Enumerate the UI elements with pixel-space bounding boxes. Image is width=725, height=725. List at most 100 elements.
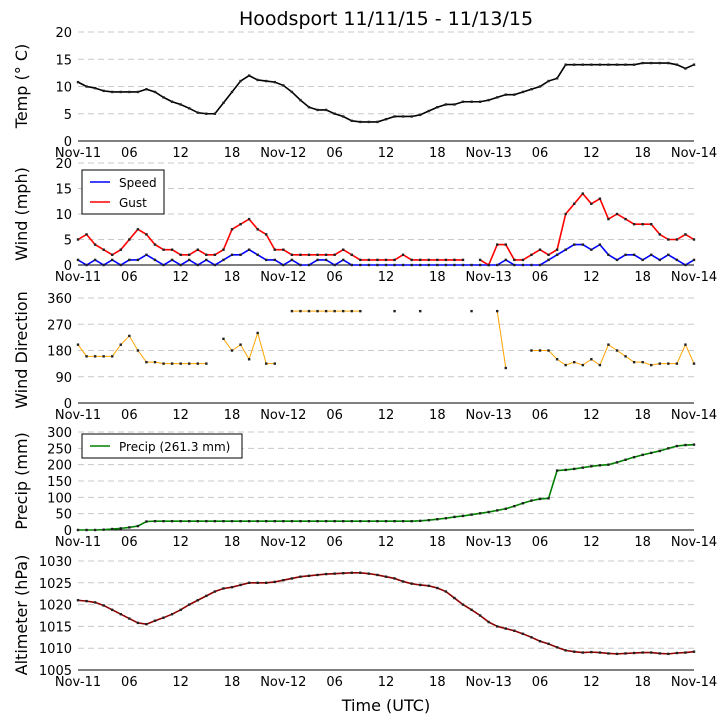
data-point <box>111 90 114 94</box>
data-point <box>273 519 276 523</box>
data-point <box>359 519 362 523</box>
data-point <box>273 80 276 84</box>
data-point <box>547 79 550 83</box>
data-point <box>658 61 661 65</box>
data-point <box>179 362 182 365</box>
data-point <box>316 108 319 112</box>
data-point <box>410 115 413 118</box>
data-point <box>102 263 105 267</box>
data-point <box>376 120 379 124</box>
data-point <box>581 63 584 66</box>
data-point <box>496 309 499 313</box>
data-point <box>453 515 456 519</box>
data-point <box>170 248 174 251</box>
data-point <box>205 112 208 115</box>
data-point <box>581 243 584 246</box>
wind-direction-panel: 0 90 180 270 360 Nov-11 06 12 18 Nov-12 06 12 18 Nov-… <box>12 291 717 423</box>
data-point <box>478 263 482 267</box>
data-point <box>410 519 413 523</box>
wind-panel: 0 5 10 15 20 Nov-11 06 12 18 Nov-12 06 12 18 Nov-13 06… <box>12 157 717 285</box>
x-tick-label: Nov-12 <box>260 146 306 161</box>
data-point <box>675 362 679 365</box>
data-point <box>76 528 80 532</box>
data-point <box>684 343 687 346</box>
data-point <box>598 651 602 654</box>
data-point <box>307 519 311 523</box>
data-point <box>85 599 88 603</box>
x-tick-label: Nov-13 <box>466 535 512 550</box>
y-tick-label: 360 <box>47 292 72 307</box>
data-point <box>675 444 679 448</box>
data-point <box>324 309 328 313</box>
data-point <box>513 258 516 262</box>
data-point <box>290 90 294 94</box>
data-point <box>573 243 576 246</box>
data-point <box>427 519 430 522</box>
x-tick-label: 06 <box>532 146 549 161</box>
data-point <box>667 61 670 65</box>
data-point <box>307 253 311 256</box>
data-point <box>444 258 448 262</box>
data-point <box>538 640 542 643</box>
data-point <box>478 100 482 103</box>
data-point <box>419 263 422 267</box>
data-point <box>487 263 490 267</box>
data-point <box>128 258 131 262</box>
y-tick-label: 0 <box>64 524 72 539</box>
x-tick-label: 18 <box>634 408 651 423</box>
data-point <box>590 465 593 468</box>
x-tick-label: 18 <box>224 675 241 690</box>
x-tick-label: 18 <box>429 146 446 161</box>
data-point <box>153 90 157 94</box>
altimeter-panel: 1005 1010 1015 1020 1025 1030 Nov-11 06 12 18 Nov-… <box>12 555 717 690</box>
data-point <box>590 63 593 66</box>
data-point <box>376 573 379 577</box>
wind-direction-y-axis-label: Wind Direction <box>12 291 31 409</box>
data-point <box>359 263 362 267</box>
direction-line <box>77 335 207 365</box>
data-point <box>136 258 140 262</box>
data-point <box>196 263 199 267</box>
data-point <box>213 519 217 523</box>
data-point <box>547 253 550 256</box>
y-tick-label: 200 <box>47 459 72 474</box>
data-point <box>564 649 567 652</box>
data-point <box>419 258 422 262</box>
data-point <box>641 453 644 457</box>
data-point <box>504 93 507 96</box>
data-point <box>299 575 302 578</box>
data-point <box>170 519 174 523</box>
data-point <box>650 223 653 226</box>
data-point <box>538 85 542 88</box>
data-point <box>307 263 311 267</box>
data-point <box>444 590 448 593</box>
data-point <box>573 360 576 364</box>
data-point <box>196 248 199 251</box>
data-point <box>650 651 653 654</box>
x-tick-label: Nov-11 <box>55 408 101 423</box>
data-point <box>555 77 559 80</box>
x-tick-label: Nov-12 <box>260 408 306 423</box>
data-point <box>393 263 396 267</box>
y-tick-label: 300 <box>47 426 72 441</box>
data-point <box>624 652 627 655</box>
data-point <box>624 217 627 221</box>
data-point <box>213 590 217 593</box>
data-point <box>247 248 251 251</box>
x-tick-label: 12 <box>378 675 395 690</box>
data-point <box>307 309 311 313</box>
data-point <box>342 248 345 251</box>
gust-line <box>77 218 463 261</box>
data-point <box>667 362 670 365</box>
data-point <box>436 586 439 590</box>
data-point <box>307 574 311 578</box>
data-point <box>350 571 353 574</box>
data-point <box>76 258 80 262</box>
data-point <box>128 617 131 620</box>
x-tick-label: 06 <box>121 675 138 690</box>
data-point <box>641 61 644 65</box>
data-point <box>376 263 379 267</box>
data-point <box>119 527 122 530</box>
data-point <box>85 528 88 532</box>
data-point <box>256 78 259 82</box>
